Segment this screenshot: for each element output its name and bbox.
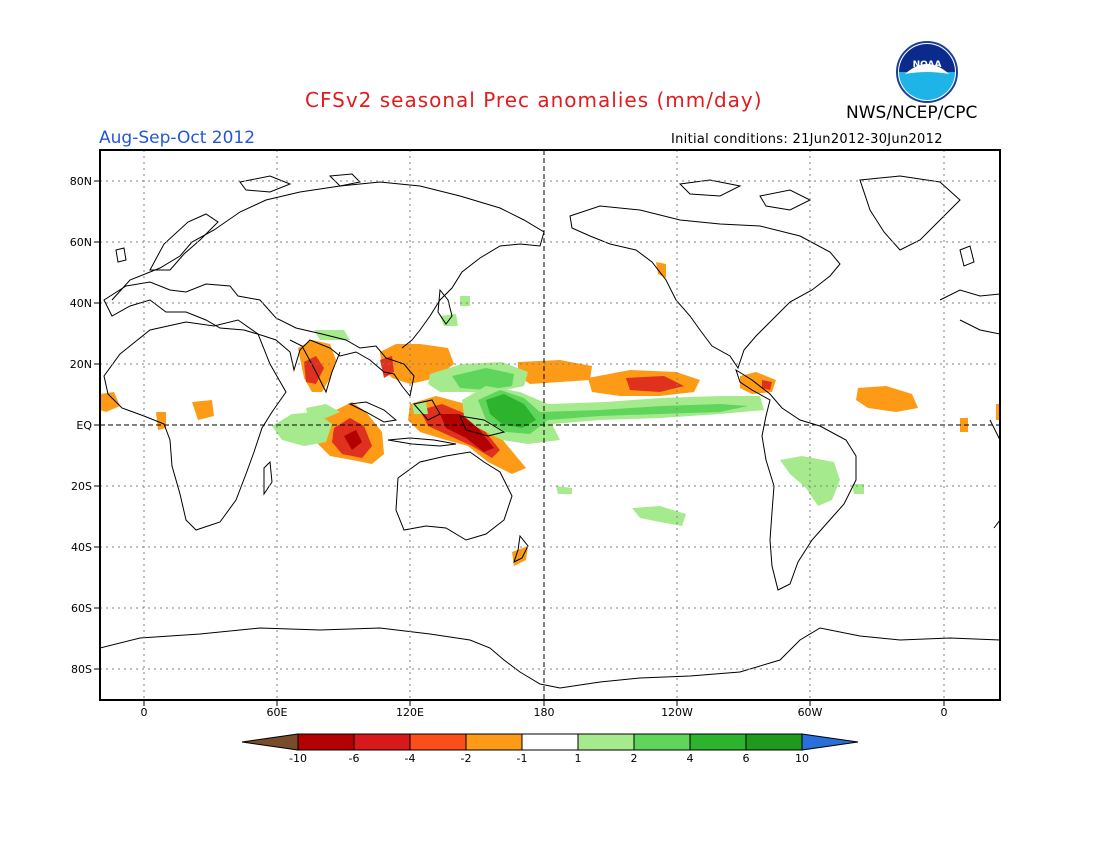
forecast-period: Aug-Sep-Oct 2012 (99, 128, 256, 148)
lon-labels: 0 60E 120E 180 120W 60W 0 (141, 706, 948, 719)
lat-label: 60N (70, 236, 92, 249)
noaa-logo: NOAA (896, 41, 958, 103)
lat-label: 20S (71, 480, 92, 493)
lat-label: 80S (71, 663, 92, 676)
svg-text:NOAA: NOAA (913, 60, 942, 70)
coastlines (100, 173, 1000, 689)
lat-label: 40N (70, 297, 92, 310)
lat-label: EQ (76, 419, 92, 432)
initial-conditions: Initial conditions: 21Jun2012-30Jun2012 (671, 132, 943, 147)
map-title: CFSv2 seasonal Prec anomalies (mm/day) (305, 88, 763, 112)
lat-label: 60S (71, 602, 92, 615)
lon-label: 0 (141, 706, 148, 719)
lon-label: 60W (798, 706, 823, 719)
lon-label: 120E (396, 706, 424, 719)
lon-label: 180 (534, 706, 555, 719)
lat-labels: 80N 60N 40N 20N EQ 20S 40S 60S 80S (70, 175, 93, 676)
axis-ticks (94, 180, 945, 706)
lon-label: 120W (661, 706, 693, 719)
lat-label: 20N (70, 358, 92, 371)
lon-label: 0 (941, 706, 948, 719)
lat-label: 40S (71, 541, 92, 554)
graticule (100, 150, 1000, 700)
lon-label: 60E (267, 706, 288, 719)
dry-anomaly-regions (100, 262, 1000, 566)
agency-label: NWS/NCEP/CPC (846, 103, 978, 123)
equator-dateline (100, 150, 1000, 700)
lat-label: 80N (70, 175, 92, 188)
